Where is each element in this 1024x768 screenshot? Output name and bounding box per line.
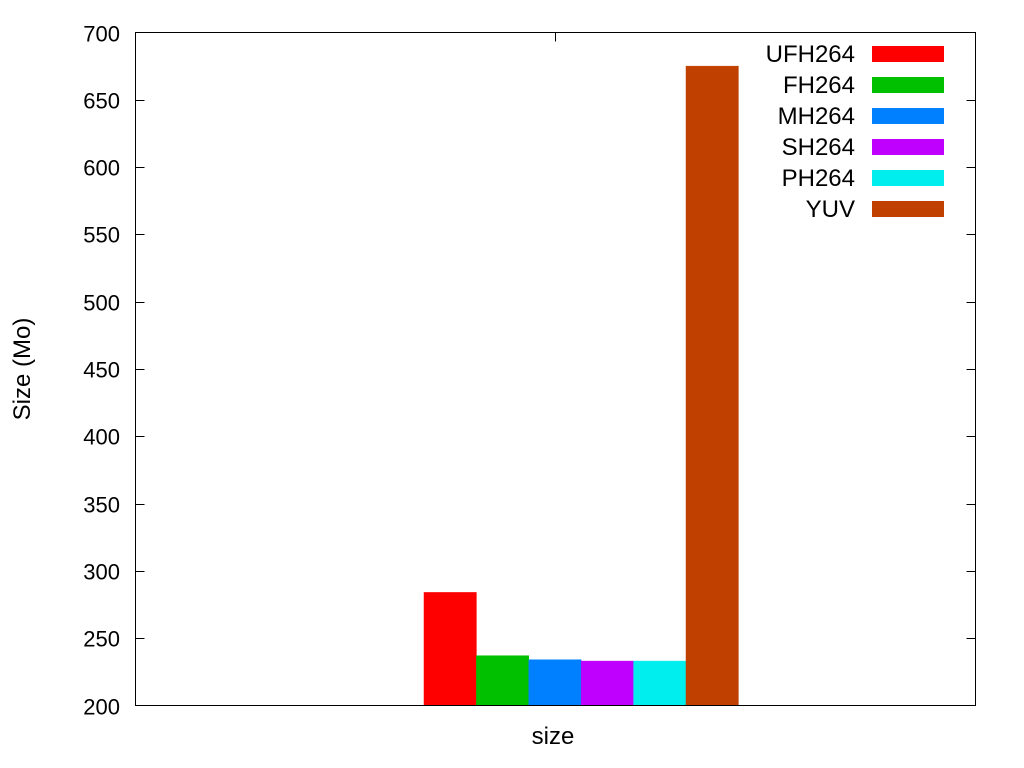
legend-swatch-fh264 — [872, 77, 944, 93]
legend-swatch-yuv — [872, 201, 944, 217]
y-tick-label: 250 — [83, 627, 120, 652]
legend-swatch-sh264 — [872, 139, 944, 155]
legend: UFH264 FH264 MH264 SH264 PH264 YUV — [766, 41, 944, 223]
bar-sh264 — [580, 660, 634, 706]
bars — [423, 65, 739, 706]
y-tick-label: 450 — [83, 358, 120, 383]
legend-swatch-ufh264 — [872, 46, 944, 62]
bar-fh264 — [476, 655, 530, 706]
y-tick-label: 650 — [83, 89, 120, 114]
bar-yuv — [685, 65, 739, 706]
legend-label: PH264 — [782, 165, 855, 192]
y-tick-label: 350 — [83, 493, 120, 518]
y-tick-label: 700 — [83, 22, 120, 47]
y-tick-label: 300 — [83, 560, 120, 585]
y-axis-label: Size (Mo) — [9, 318, 36, 421]
legend-label: MH264 — [778, 103, 855, 130]
x-axis-label: size — [532, 723, 575, 750]
y-tick-label: 550 — [83, 223, 120, 248]
y-tick-label: 500 — [83, 291, 120, 316]
legend-label: FH264 — [783, 72, 855, 99]
y-axis-ticks: 200 250 300 350 400 450 500 550 600 650 700 — [83, 22, 976, 720]
bar-ufh264 — [423, 592, 477, 706]
y-tick-label: 600 — [83, 156, 120, 181]
y-tick-label: 200 — [83, 695, 120, 720]
legend-label: SH264 — [782, 134, 855, 161]
bar-mh264 — [528, 659, 582, 706]
bar-ph264 — [633, 660, 687, 706]
y-tick-label: 400 — [83, 425, 120, 450]
legend-swatch-ph264 — [872, 170, 944, 186]
legend-label: YUV — [806, 196, 855, 223]
legend-swatch-mh264 — [872, 108, 944, 124]
legend-label: UFH264 — [766, 41, 855, 68]
